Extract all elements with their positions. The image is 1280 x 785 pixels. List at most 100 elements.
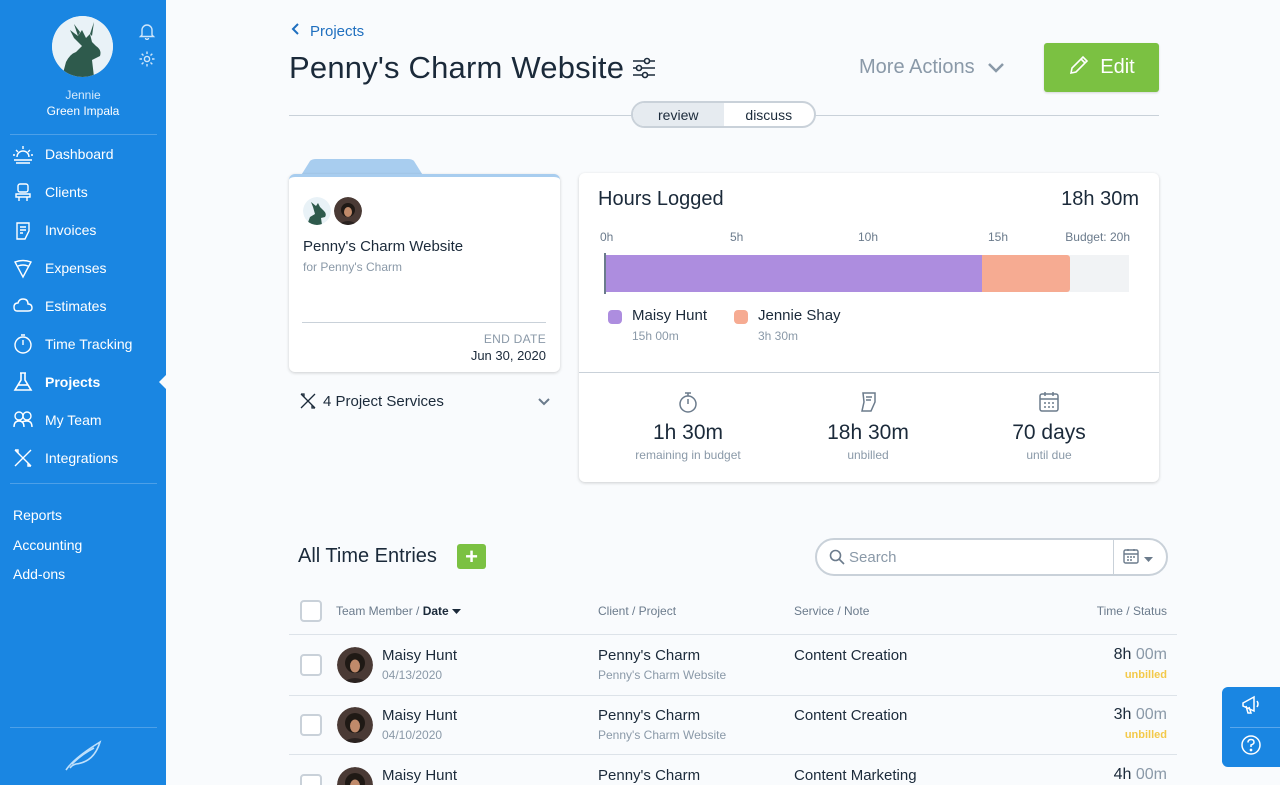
service-name: Content Creation — [794, 707, 908, 724]
hours-bar-track — [605, 255, 1129, 292]
avatar — [337, 767, 373, 785]
caret-down-icon — [1144, 550, 1153, 568]
column-header-time[interactable]: Time / Status — [1096, 604, 1167, 618]
more-actions-label: More Actions — [859, 56, 975, 78]
entry-time: 4h 00m — [1114, 766, 1167, 784]
add-time-entry-button[interactable]: + — [457, 544, 486, 569]
entry-hours: 8h — [1113, 646, 1132, 663]
gear-icon[interactable] — [138, 50, 156, 68]
status-badge: unbilled — [1124, 669, 1167, 681]
stat-value: 18h 30m — [827, 421, 909, 444]
user-avatar[interactable] — [52, 16, 113, 77]
hours-bar-jennie — [982, 255, 1071, 292]
table-row[interactable]: Maisy Hunt 04/10/2020 Penny's Charm Penn… — [289, 695, 1177, 755]
tick-label: 0h — [600, 230, 614, 244]
edit-button[interactable]: Edit — [1044, 43, 1159, 92]
project-name: Penny's Charm Website — [598, 728, 727, 742]
review-discuss-toggle: review discuss — [631, 101, 816, 128]
legend-swatch — [734, 310, 748, 324]
row-checkbox[interactable] — [300, 654, 322, 676]
sidebar-item-label: My Team — [45, 412, 102, 428]
sun-icon — [12, 143, 34, 165]
sidebar-item-invoices[interactable]: Invoices — [0, 211, 166, 249]
sidebar-link-reports[interactable]: Reports — [13, 507, 63, 523]
sidebar-link-add-ons[interactable]: Add-ons — [13, 566, 66, 582]
tick-label: 15h — [988, 230, 1009, 244]
sidebar-item-projects[interactable]: Projects — [0, 363, 166, 401]
chevron-down-icon — [537, 393, 551, 410]
edit-button-label: Edit — [1100, 56, 1135, 78]
table-divider — [289, 754, 1177, 755]
search-divider — [1113, 540, 1114, 574]
sidebar-item-label: Dashboard — [45, 146, 114, 162]
column-header-client[interactable]: Client / Project — [598, 604, 677, 618]
service-name: Content Marketing — [794, 767, 917, 784]
date-filter-button[interactable] — [1123, 548, 1153, 569]
page-title: Penny's Charm Website — [289, 50, 625, 85]
project-name: Penny's Charm Website — [598, 668, 727, 682]
project-card[interactable]: Penny's Charm Website for Penny's Charm … — [289, 174, 560, 372]
row-checkbox[interactable] — [300, 774, 322, 785]
end-date-value: Jun 30, 2020 — [470, 348, 546, 363]
question-icon — [1240, 734, 1262, 761]
sidebar-divider — [10, 134, 157, 135]
entry-minutes: 00m — [1135, 766, 1167, 783]
panel-divider — [1230, 727, 1280, 728]
back-to-projects-link[interactable]: Projects — [291, 22, 364, 40]
column-header-member-label: Team Member / — [336, 604, 420, 618]
sidebar-item-my-team[interactable]: My Team — [0, 401, 166, 439]
chevron-left-icon — [291, 22, 300, 40]
sidebar: Jennie Green Impala Dashboard Clients In… — [0, 0, 166, 785]
help-button[interactable] — [1222, 727, 1280, 767]
sidebar-item-integrations[interactable]: Integrations — [0, 439, 166, 477]
back-link-label: Projects — [310, 22, 365, 40]
client-name: Penny's Charm — [598, 707, 701, 724]
sidebar-item-label: Estimates — [45, 298, 107, 314]
entry-time: 3h 00m — [1114, 706, 1167, 724]
avatar — [334, 197, 362, 225]
entry-hours: 3h — [1113, 706, 1132, 723]
sidebar-item-clients[interactable]: Clients — [0, 173, 166, 211]
hours-title: Hours Logged — [598, 188, 724, 210]
sidebar-item-label: Invoices — [45, 222, 97, 238]
more-actions-dropdown[interactable]: More Actions — [859, 56, 1005, 79]
stat-value: 70 days — [1012, 421, 1086, 444]
sidebar-item-estimates[interactable]: Estimates — [0, 287, 166, 325]
member-name: Maisy Hunt — [382, 647, 458, 664]
avatar — [303, 197, 331, 225]
project-services-toggle[interactable]: 4 Project Services — [299, 391, 551, 411]
sidebar-item-time-tracking[interactable]: Time Tracking — [0, 325, 166, 363]
column-header-service[interactable]: Service / Note — [794, 604, 870, 618]
table-row[interactable]: Maisy Hunt Penny's Charm Content Marketi… — [289, 755, 1177, 785]
entry-date: 04/13/2020 — [382, 668, 443, 682]
column-header-member[interactable]: Team Member / Date — [336, 604, 462, 618]
table-row[interactable]: Maisy Hunt 04/13/2020 Penny's Charm Penn… — [289, 635, 1177, 695]
select-all-checkbox[interactable] — [300, 600, 322, 622]
toggle-discuss[interactable]: discuss — [745, 106, 793, 123]
sliders-icon[interactable] — [631, 55, 657, 81]
bell-icon[interactable] — [138, 22, 156, 41]
hours-bar-maisy — [605, 255, 983, 292]
search-icon — [829, 549, 845, 570]
announcements-button[interactable] — [1222, 687, 1280, 727]
tools-icon — [299, 392, 317, 410]
status-badge: unbilled — [1124, 729, 1167, 741]
sidebar-item-expenses[interactable]: Expenses — [0, 249, 166, 287]
sidebar-item-dashboard[interactable]: Dashboard — [0, 135, 166, 173]
sidebar-item-label: Clients — [45, 184, 88, 200]
row-checkbox[interactable] — [300, 714, 322, 736]
service-name: Content Creation — [794, 647, 908, 664]
chevron-down-icon — [987, 56, 1005, 79]
stat-unbilled: 18h 30m unbilled — [778, 390, 958, 462]
sidebar-link-accounting[interactable]: Accounting — [13, 537, 83, 553]
entry-date: 04/10/2020 — [382, 728, 443, 742]
column-header-date-label[interactable]: Date — [422, 604, 449, 618]
budget-tick-label: Budget: 20h — [1065, 230, 1130, 244]
calendar-icon — [1123, 548, 1139, 569]
search-input[interactable] — [849, 546, 1109, 568]
toggle-review[interactable]: review — [633, 103, 724, 126]
freshbooks-leaf-icon[interactable] — [64, 740, 102, 772]
active-indicator — [159, 375, 166, 389]
sort-caret-icon — [452, 604, 462, 618]
folder-tab — [300, 159, 424, 177]
